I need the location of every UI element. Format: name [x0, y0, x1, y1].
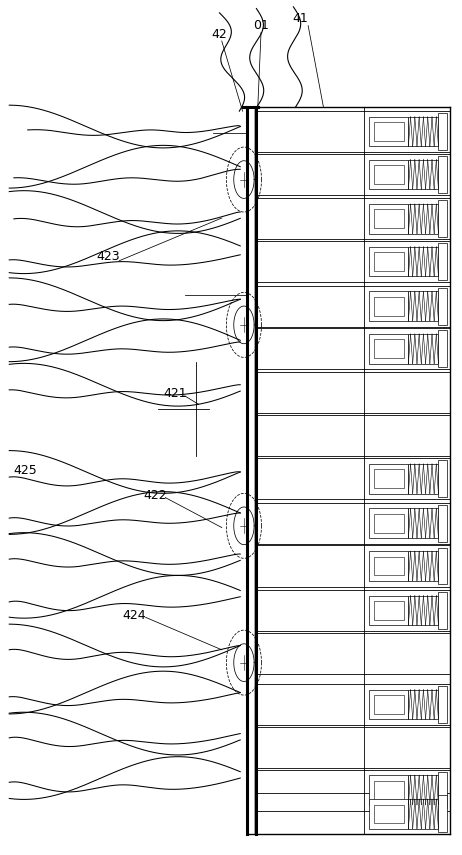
Bar [369, 247, 408, 276]
Bar [369, 690, 408, 719]
Bar [438, 156, 447, 193]
Bar [408, 551, 438, 581]
Text: 41: 41 [292, 12, 308, 26]
Bar [369, 204, 408, 233]
Bar [408, 334, 438, 363]
Bar [438, 113, 447, 150]
Bar [374, 165, 404, 184]
Bar [408, 204, 438, 233]
Bar [408, 160, 438, 189]
Bar [369, 160, 408, 189]
Bar [438, 287, 447, 325]
Bar [374, 297, 404, 315]
Bar [408, 799, 438, 828]
Bar [438, 795, 447, 833]
Bar [374, 601, 404, 620]
Bar [369, 117, 408, 146]
Bar [374, 781, 404, 799]
Bar [374, 122, 404, 141]
Bar [369, 551, 408, 581]
Bar [408, 117, 438, 146]
Bar [369, 596, 408, 625]
Bar [374, 557, 404, 575]
Bar [374, 469, 404, 488]
Bar [438, 771, 447, 809]
Text: 425: 425 [13, 463, 37, 477]
Text: 42: 42 [212, 27, 227, 41]
Bar [374, 339, 404, 358]
Bar [438, 592, 447, 629]
Text: 423: 423 [97, 250, 121, 263]
Bar [438, 200, 447, 238]
Bar [369, 799, 408, 828]
Bar [408, 596, 438, 625]
Bar [408, 690, 438, 719]
Bar [408, 509, 438, 538]
Bar [369, 509, 408, 538]
Bar [408, 292, 438, 321]
Bar [438, 243, 447, 280]
Text: 424: 424 [122, 609, 146, 622]
Bar [374, 695, 404, 714]
Text: 01: 01 [253, 19, 269, 32]
Bar [369, 464, 408, 493]
Bar [374, 209, 404, 228]
Bar [374, 514, 404, 533]
Bar [374, 252, 404, 271]
Text: 421: 421 [164, 386, 188, 400]
Bar [369, 292, 408, 321]
Bar [369, 334, 408, 363]
Bar [438, 547, 447, 585]
Bar [408, 775, 438, 805]
Bar [438, 504, 447, 542]
Bar [438, 330, 447, 368]
Text: 422: 422 [143, 489, 167, 503]
Bar [247, 107, 255, 834]
Bar [408, 247, 438, 276]
Bar [374, 805, 404, 823]
Bar [438, 460, 447, 498]
Bar [438, 686, 447, 723]
Bar [408, 464, 438, 493]
Bar [369, 775, 408, 805]
